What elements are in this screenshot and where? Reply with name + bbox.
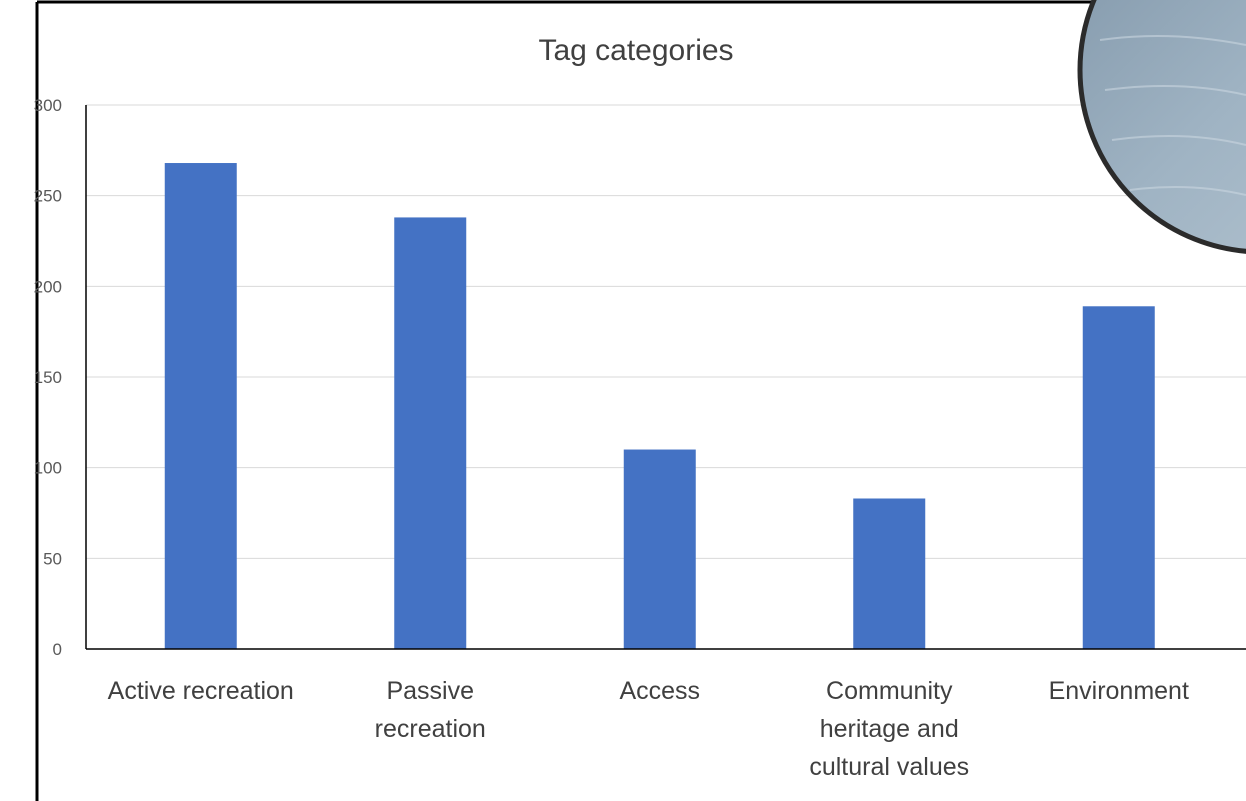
chart-title: Tag categories	[538, 34, 733, 67]
y-tick-label: 250	[34, 187, 62, 206]
x-category-label: Active recreation	[108, 677, 294, 705]
x-category-label-line: heritage and	[820, 715, 959, 743]
bar-2	[394, 217, 467, 649]
y-tick-label: 100	[34, 459, 62, 478]
x-category-label-line: Community	[826, 677, 953, 705]
bar-4	[853, 498, 926, 649]
bars	[164, 163, 1155, 649]
bar-3	[623, 449, 696, 649]
x-category-label-line: Active recreation	[108, 677, 294, 705]
x-category-labels: Active recreation Passive recreation Access…	[108, 677, 1189, 781]
x-category-label: Access	[619, 677, 700, 705]
axes	[85, 105, 1246, 650]
y-tick-labels: 0 50 100 150 200 250 300	[34, 96, 62, 659]
y-tick-label: 150	[34, 368, 62, 387]
y-tick-label: 200	[34, 277, 62, 296]
bar-1	[164, 163, 237, 649]
x-category-label-line: recreation	[375, 715, 486, 743]
x-category-label: Community heritage and cultural values	[809, 677, 969, 781]
x-category-label-line: Passive	[386, 677, 474, 705]
water-photo-image	[1077, 0, 1246, 254]
y-tick-label: 50	[43, 549, 62, 568]
x-category-label-line: cultural values	[809, 753, 969, 781]
x-category-label: Passive recreation	[375, 677, 486, 743]
x-category-label-line: Access	[619, 677, 700, 705]
bar-5	[1082, 306, 1155, 649]
x-category-label: Environment	[1049, 677, 1189, 705]
y-tick-label: 0	[53, 640, 62, 659]
y-tick-label: 300	[34, 96, 62, 115]
x-category-label-line: Environment	[1049, 677, 1189, 705]
